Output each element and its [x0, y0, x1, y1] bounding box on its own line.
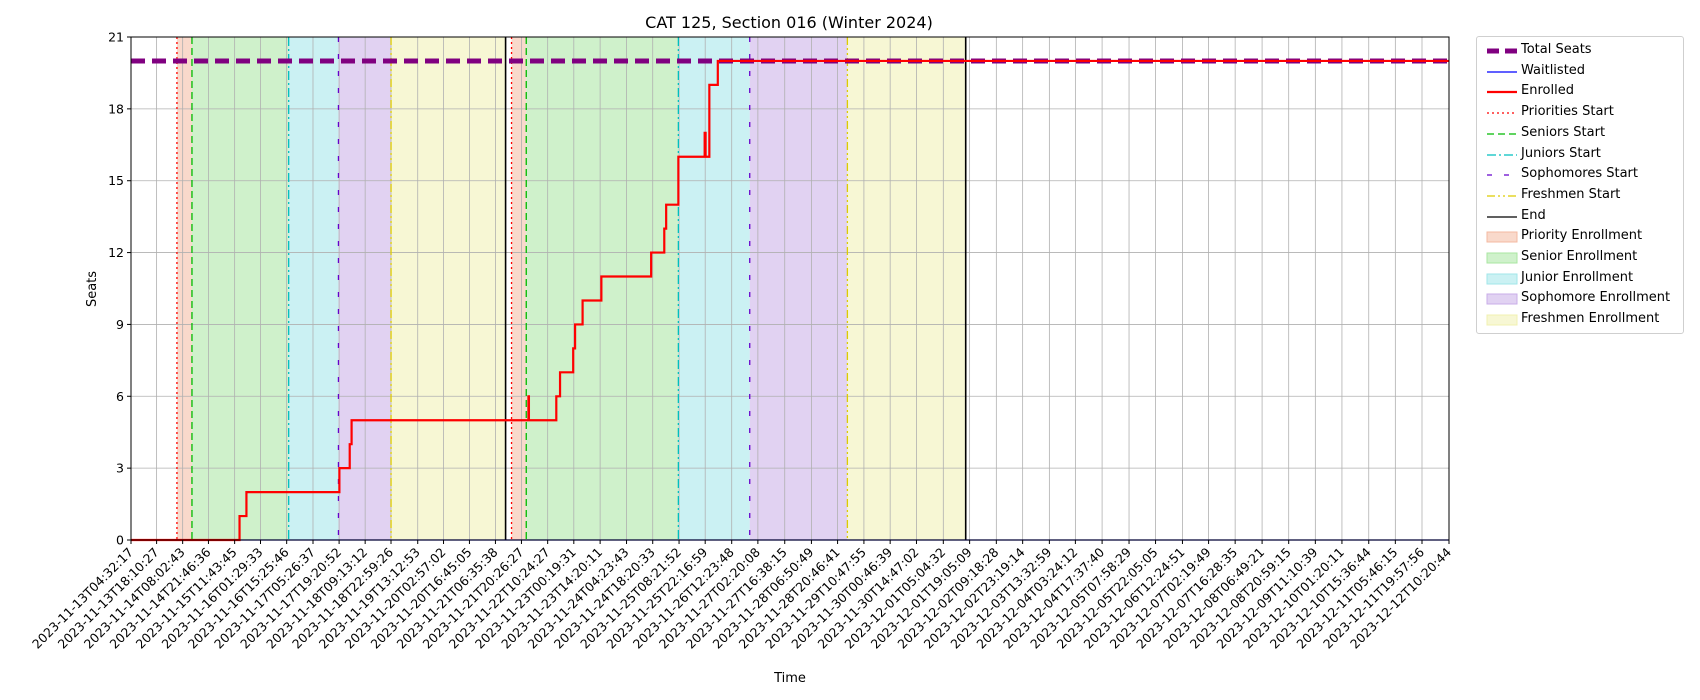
legend-swatch — [1486, 293, 1518, 305]
priority-enrollment-band — [511, 37, 527, 540]
y-tick-label: 9 — [116, 317, 124, 332]
legend-swatch — [1487, 112, 1517, 114]
legend-item-freshmen-start: Freshmen Start — [1477, 186, 1683, 206]
y-tick-label: 12 — [108, 245, 124, 260]
legend-swatch — [1487, 133, 1517, 135]
legend-swatch — [1487, 215, 1517, 218]
legend-swatch — [1487, 195, 1517, 197]
legend-item-junior-enrollment: Junior Enrollment — [1477, 269, 1683, 289]
grid-lines — [130, 36, 1450, 541]
y-tick-label: 6 — [116, 389, 124, 404]
freshmen-enrollment-band — [391, 37, 506, 540]
legend-swatch — [1486, 231, 1518, 243]
enrolled-series-line — [131, 59, 1449, 542]
legend-swatch — [1487, 48, 1517, 54]
junior-enrollment-band — [288, 37, 339, 540]
freshmen-enrollment-band — [847, 37, 966, 540]
chart-legend: Total Seats Waitlisted Enrolled Priorities … — [1476, 36, 1684, 334]
y-tick-label: 3 — [116, 461, 124, 476]
legend-label: Sophomores Start — [1521, 166, 1638, 182]
legend-label: Sophomore Enrollment — [1521, 290, 1671, 306]
period-start-lines — [176, 37, 967, 540]
legend-item-end: End — [1477, 207, 1683, 227]
sophomore-enrollment-band — [749, 37, 848, 540]
legend-label: Freshmen Enrollment — [1521, 311, 1660, 327]
legend-patch — [1486, 293, 1518, 305]
plot-frame — [130, 36, 1450, 541]
legend-item-waitlisted: Waitlisted — [1477, 62, 1683, 82]
legend-item-seniors-start: Seniors Start — [1477, 124, 1683, 144]
legend-label: Freshmen Start — [1521, 186, 1621, 202]
legend-swatch — [1486, 314, 1518, 326]
legend-item-priorities-start: Priorities Start — [1477, 103, 1683, 123]
y-axis-ticks: 0 3 6 9 12 15 18 21 — [108, 30, 131, 548]
legend-label: Waitlisted — [1521, 62, 1586, 78]
x-axis-label: Time — [773, 671, 806, 686]
legend-label: Junior Enrollment — [1521, 269, 1634, 285]
y-tick-label: 18 — [108, 101, 124, 116]
legend-label: Priority Enrollment — [1521, 228, 1643, 244]
sophomore-enrollment-band — [338, 37, 392, 540]
legend-patch — [1486, 273, 1518, 285]
senior-enrollment-band — [191, 37, 289, 540]
legend-item-juniors-start: Juniors Start — [1477, 145, 1683, 165]
legend-item-sophomores-start: Sophomores Start — [1477, 165, 1683, 185]
y-tick-label: 21 — [108, 30, 124, 45]
legend-item-total-seats: Total Seats — [1477, 41, 1683, 61]
legend-label: Priorities Start — [1521, 104, 1614, 120]
x-axis-ticks: 2023-11-13T04:32:172023-11-13T18:10:2720… — [29, 540, 1454, 652]
y-tick-label: 15 — [108, 173, 124, 188]
legend-patch — [1486, 314, 1518, 326]
legend-patch — [1486, 252, 1518, 264]
legend-label: Seniors Start — [1521, 124, 1606, 140]
legend-item-sophomore-enrollment: Sophomore Enrollment — [1477, 289, 1683, 309]
legend-label: Total Seats — [1521, 42, 1592, 57]
legend-label: Senior Enrollment — [1521, 249, 1638, 264]
legend-item-senior-enrollment: Senior Enrollment — [1477, 248, 1683, 268]
legend-swatch — [1487, 71, 1517, 73]
chart-title: CAT 125, Section 016 (Winter 2024) — [645, 13, 933, 32]
legend-swatch — [1487, 174, 1517, 176]
legend-label: Enrolled — [1521, 83, 1574, 99]
priority-enrollment-band — [176, 37, 192, 540]
y-axis-label: Seats — [85, 271, 100, 307]
legend-item-priority-enrollment: Priority Enrollment — [1477, 227, 1683, 247]
legend-label: End — [1521, 207, 1546, 223]
legend-swatch — [1486, 252, 1518, 264]
junior-enrollment-band — [678, 37, 750, 540]
legend-patch — [1486, 231, 1518, 243]
y-tick-label: 0 — [116, 533, 124, 548]
legend-item-enrolled: Enrolled — [1477, 82, 1683, 102]
legend-swatch — [1487, 153, 1517, 156]
enrollment-period-bands — [176, 37, 966, 540]
legend-item-freshmen-enrollment: Freshmen Enrollment — [1477, 310, 1683, 330]
legend-label: Juniors Start — [1521, 145, 1601, 161]
legend-swatch — [1486, 273, 1518, 285]
legend-swatch — [1487, 91, 1517, 94]
